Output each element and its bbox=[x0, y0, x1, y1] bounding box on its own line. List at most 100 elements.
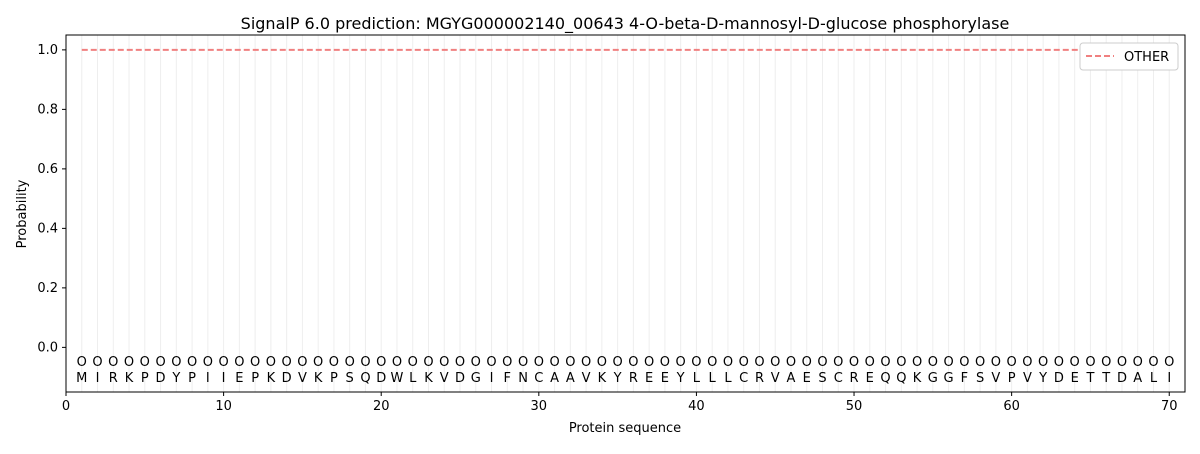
residue-label: T bbox=[1085, 371, 1094, 386]
residue-marker: O bbox=[313, 355, 323, 370]
x-tick-label: 20 bbox=[373, 399, 390, 414]
residue-marker: O bbox=[234, 355, 244, 370]
residue-label: V bbox=[298, 371, 307, 386]
x-tick-label: 60 bbox=[1003, 399, 1020, 414]
residue-marker: O bbox=[1022, 355, 1032, 370]
residue-label: L bbox=[709, 371, 717, 386]
residue-marker: O bbox=[928, 355, 938, 370]
residue-label: I bbox=[1167, 371, 1171, 386]
residue-label: D bbox=[282, 371, 292, 386]
plot-frame bbox=[65, 34, 1186, 393]
residue-label: V bbox=[771, 371, 780, 386]
residue-marker: O bbox=[155, 355, 165, 370]
residue-marker: O bbox=[597, 355, 607, 370]
legend-box bbox=[1079, 42, 1179, 71]
grid-lines bbox=[81, 35, 1170, 392]
residue-marker: O bbox=[187, 355, 197, 370]
residue-label: E bbox=[803, 371, 811, 386]
residue-marker: O bbox=[1117, 355, 1127, 370]
residue-marker: O bbox=[613, 355, 623, 370]
x-tick-label: 10 bbox=[215, 399, 232, 414]
residue-label: W bbox=[391, 371, 404, 386]
residue-marker: O bbox=[203, 355, 213, 370]
residue-marker: O bbox=[1054, 355, 1064, 370]
residue-marker: O bbox=[865, 355, 875, 370]
residue-marker: O bbox=[218, 355, 228, 370]
residue-marker: O bbox=[549, 355, 559, 370]
residue-label: Y bbox=[676, 371, 685, 386]
residue-marker: O bbox=[518, 355, 528, 370]
residue-marker: O bbox=[676, 355, 686, 370]
residue-label: P bbox=[330, 371, 338, 386]
residue-label: L bbox=[693, 371, 701, 386]
residue-marker: O bbox=[502, 355, 512, 370]
residue-label: R bbox=[755, 371, 764, 386]
residue-marker: O bbox=[1038, 355, 1048, 370]
residue-label: K bbox=[913, 371, 922, 386]
residue-marker: O bbox=[297, 355, 307, 370]
residue-label: E bbox=[866, 371, 874, 386]
residue-label: D bbox=[1054, 371, 1064, 386]
y-tick-label: 0.8 bbox=[37, 102, 58, 117]
residue-marker: O bbox=[408, 355, 418, 370]
y-axis-label: Probability bbox=[15, 179, 30, 248]
residue-marker: O bbox=[581, 355, 591, 370]
residue-label: K bbox=[424, 371, 433, 386]
residue-marker: O bbox=[754, 355, 764, 370]
residue-label: V bbox=[1023, 371, 1032, 386]
y-tick-label: 1.0 bbox=[37, 43, 58, 58]
x-tick-label: 0 bbox=[62, 399, 70, 414]
residue-label: M bbox=[76, 371, 87, 386]
residue-marker: O bbox=[455, 355, 465, 370]
residue-marker: O bbox=[786, 355, 796, 370]
residue-label: E bbox=[235, 371, 243, 386]
residue-marker: O bbox=[124, 355, 134, 370]
residue-marker: O bbox=[250, 355, 260, 370]
legend: OTHER bbox=[1079, 42, 1179, 71]
residue-label: Q bbox=[896, 371, 906, 386]
y-tick-label: 0.0 bbox=[37, 340, 58, 355]
residue-marker: O bbox=[439, 355, 449, 370]
residue-label: L bbox=[724, 371, 732, 386]
residue-label: Y bbox=[1038, 371, 1047, 386]
residue-marker: O bbox=[266, 355, 276, 370]
residue-marker: O bbox=[880, 355, 890, 370]
x-tick-label: 70 bbox=[1161, 399, 1178, 414]
residue-marker: O bbox=[1070, 355, 1080, 370]
residue-label: R bbox=[109, 371, 118, 386]
residue-marker: O bbox=[565, 355, 575, 370]
residue-marker: O bbox=[534, 355, 544, 370]
residue-label: I bbox=[490, 371, 494, 386]
residue-marker: O bbox=[471, 355, 481, 370]
residue-label: K bbox=[267, 371, 276, 386]
residue-label: Y bbox=[613, 371, 622, 386]
residue-label: C bbox=[834, 371, 843, 386]
residue-label: D bbox=[156, 371, 166, 386]
residue-label: S bbox=[818, 371, 826, 386]
residue-label: G bbox=[944, 371, 954, 386]
residue-label: D bbox=[1117, 371, 1127, 386]
residue-label: P bbox=[1008, 371, 1016, 386]
chart-title: SignalP 6.0 prediction: MGYG000002140_00… bbox=[241, 14, 1010, 34]
residue-marker: O bbox=[171, 355, 181, 370]
residue-marker: O bbox=[802, 355, 812, 370]
residue-label: S bbox=[976, 371, 984, 386]
residue-label: A bbox=[787, 371, 796, 386]
residue-marker: O bbox=[1148, 355, 1158, 370]
residue-marker: O bbox=[975, 355, 985, 370]
residue-marker: O bbox=[739, 355, 749, 370]
residue-label: G bbox=[928, 371, 938, 386]
residue-label: I bbox=[96, 371, 100, 386]
x-tick-label: 30 bbox=[531, 399, 548, 414]
residue-marker: O bbox=[770, 355, 780, 370]
x-tick-label: 50 bbox=[846, 399, 863, 414]
residue-label: Y bbox=[171, 371, 180, 386]
x-axis-ticks: 0 10 20 30 40 50 60 70 bbox=[62, 392, 1178, 414]
residue-marker: O bbox=[628, 355, 638, 370]
residue-label: V bbox=[440, 371, 449, 386]
residue-label: T bbox=[1101, 371, 1110, 386]
residue-marker: O bbox=[644, 355, 654, 370]
residue-label: E bbox=[661, 371, 669, 386]
